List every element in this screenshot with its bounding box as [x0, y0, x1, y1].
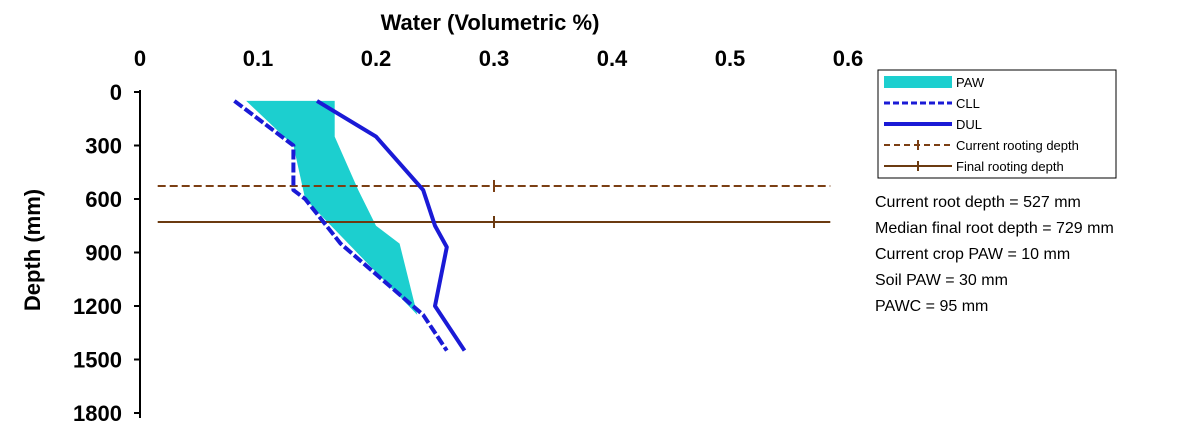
y-tick-labels: 0 300 600 900 1200 1500 1800 — [73, 80, 122, 426]
paw-area — [246, 100, 418, 315]
y-tick-label: 900 — [85, 241, 122, 266]
stat-pawc: PAWC = 95 mm — [875, 298, 989, 315]
y-tick-label: 1800 — [73, 401, 122, 426]
stat-median-final-root-depth: Median final root depth = 729 mm — [875, 220, 1114, 237]
y-axis-title: Depth (mm) — [20, 189, 45, 311]
stat-current-root-depth: Current root depth = 527 mm — [875, 194, 1081, 211]
legend-label: Final rooting depth — [956, 159, 1064, 174]
x-tick-label: 0.3 — [479, 46, 510, 71]
stat-soil-paw: Soil PAW = 30 mm — [875, 272, 1008, 289]
stat-current-crop-paw: Current crop PAW = 10 mm — [875, 246, 1071, 263]
legend-label: Current rooting depth — [956, 138, 1079, 153]
cll-line — [233, 99, 449, 352]
y-tick-label: 1200 — [73, 294, 122, 319]
x-tick-labels: 0 0.1 0.2 0.3 0.4 0.5 0.6 — [134, 46, 863, 71]
legend-label: CLL — [956, 96, 980, 111]
legend-swatch-paw — [884, 76, 952, 88]
legend-label: PAW — [956, 75, 985, 90]
legend: PAW CLL DUL Current rooting depth Final root… — [877, 69, 1117, 179]
dul-line — [315, 99, 467, 352]
legend-label: DUL — [956, 117, 982, 132]
y-tick-label: 600 — [85, 187, 122, 212]
x-tick-label: 0.1 — [243, 46, 274, 71]
x-tick-label: 0 — [134, 46, 146, 71]
stats-panel: Current root depth = 527 mm Median final… — [875, 190, 1114, 320]
y-tick-marks — [134, 91, 140, 414]
plot-area — [157, 99, 831, 352]
x-tick-label: 0.6 — [833, 46, 864, 71]
y-tick-label: 300 — [85, 134, 122, 159]
x-axis-title: Water (Volumetric %) — [381, 10, 600, 35]
x-tick-label: 0.5 — [715, 46, 746, 71]
y-tick-label: 0 — [110, 80, 122, 105]
y-tick-label: 1500 — [73, 348, 122, 373]
x-tick-label: 0.2 — [361, 46, 392, 71]
x-tick-label: 0.4 — [597, 46, 628, 71]
